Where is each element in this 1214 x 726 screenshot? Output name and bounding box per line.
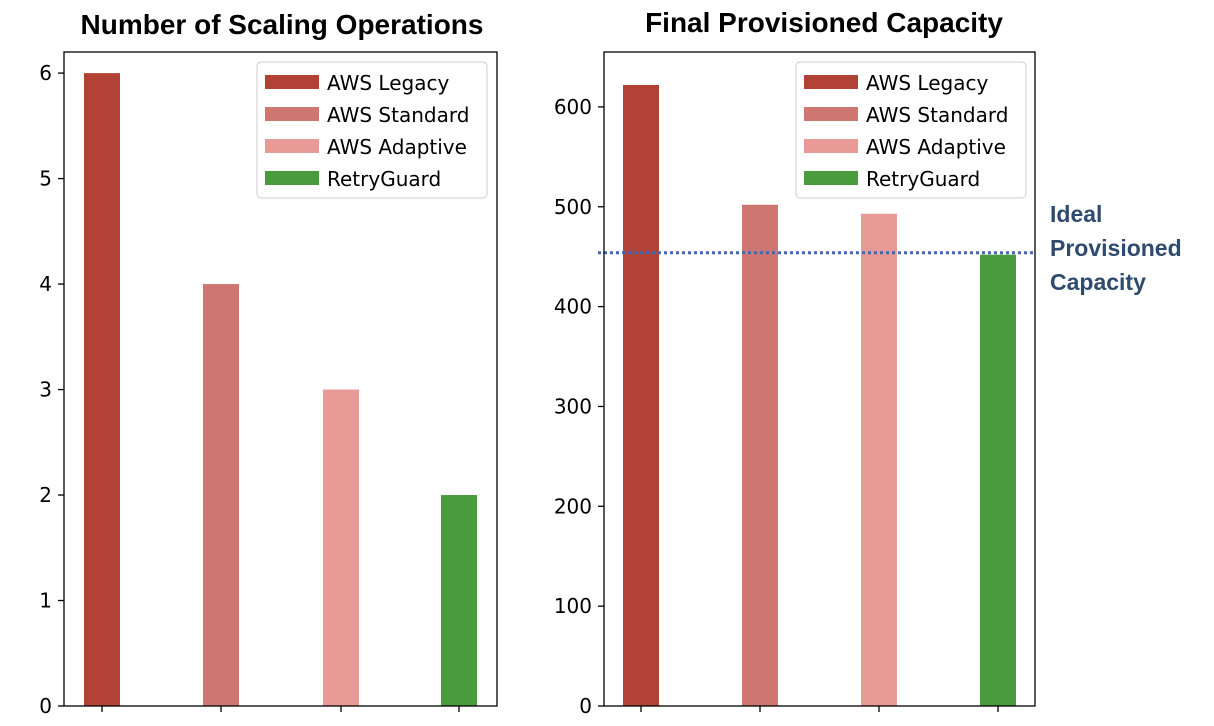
y-tick-label: 100 <box>554 594 592 618</box>
legend-label: AWS Legacy <box>866 71 988 95</box>
chart-title: Number of Scaling Operations <box>81 9 484 40</box>
bar <box>84 73 120 706</box>
bar <box>861 213 897 706</box>
legend: AWS Legacy AWS Standard AWS Adaptive RetryG… <box>256 61 488 199</box>
legend-swatch <box>804 139 858 153</box>
bars <box>84 73 477 706</box>
legend-swatch <box>265 171 319 185</box>
y-tick-label: 400 <box>554 295 592 319</box>
legend-label: AWS Legacy <box>327 71 449 95</box>
reference-line-label-line: Ideal <box>1050 201 1102 227</box>
y-tick-label: 0 <box>39 694 52 718</box>
bar <box>323 389 359 706</box>
provisioned-capacity-chart: Final Provisioned Capacity 0 100 200 300 400… <box>554 7 1188 718</box>
y-tick-label: 6 <box>39 61 52 85</box>
plot-frame <box>603 51 1036 707</box>
legend-swatch <box>804 107 858 121</box>
chart-title: Final Provisioned Capacity <box>645 7 1003 38</box>
legend-frame <box>795 61 1027 199</box>
y-tick-label: 300 <box>554 394 592 418</box>
y-tick-label: 2 <box>39 483 52 507</box>
legend-swatch <box>265 139 319 153</box>
y-axis-ticks: 0 100 200 300 400 500 600 <box>554 95 604 718</box>
legend-label: RetryGuard <box>866 167 980 191</box>
y-tick-label: 1 <box>39 589 52 613</box>
reference-line-label-line: Capacity <box>1050 269 1146 295</box>
bar <box>742 204 778 706</box>
y-axis-ticks: 0 1 2 3 4 5 6 <box>39 61 64 718</box>
y-tick-label: 3 <box>39 378 52 402</box>
bar <box>441 495 477 706</box>
legend-swatch <box>804 75 858 89</box>
legend-label: RetryGuard <box>327 167 441 191</box>
y-tick-label: 5 <box>39 167 52 191</box>
y-tick-label: 500 <box>554 195 592 219</box>
bars <box>623 84 1016 707</box>
bar <box>203 284 239 706</box>
bar <box>623 84 659 707</box>
y-tick-label: 4 <box>39 272 52 296</box>
legend-label: AWS Standard <box>866 103 1008 127</box>
legend-label: AWS Standard <box>327 103 469 127</box>
legend-swatch <box>265 75 319 89</box>
legend: AWS Legacy AWS Standard AWS Adaptive RetryG… <box>795 61 1027 199</box>
legend-swatch <box>265 107 319 121</box>
reference-line-label-line: Provisioned <box>1050 235 1182 261</box>
legend-frame <box>256 61 488 199</box>
plot-frame <box>63 51 498 707</box>
legend-label: AWS Adaptive <box>866 135 1006 159</box>
scaling-operations-chart: Number of Scaling Operations 0 1 2 3 4 5 6 AWS… <box>39 9 498 718</box>
y-tick-label: 200 <box>554 494 592 518</box>
x-axis-ticks <box>101 706 460 712</box>
y-tick-label: 600 <box>554 95 592 119</box>
y-tick-label: 0 <box>579 694 592 718</box>
bar <box>980 254 1016 707</box>
legend-label: AWS Adaptive <box>327 135 467 159</box>
x-axis-ticks <box>640 706 999 712</box>
reference-line-label: Ideal Provisioned Capacity <box>1050 201 1188 295</box>
legend-swatch <box>804 171 858 185</box>
